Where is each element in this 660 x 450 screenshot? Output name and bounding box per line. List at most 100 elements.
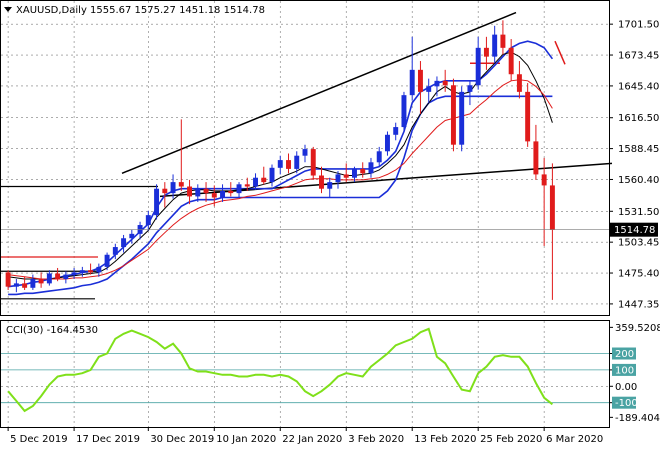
candle	[319, 166, 324, 194]
candle	[162, 182, 168, 208]
candle-body	[294, 155, 300, 169]
current-price-label: 1514.78	[614, 225, 655, 236]
candle	[352, 166, 357, 183]
cci-tick-label: 200	[615, 349, 634, 360]
candle	[71, 267, 77, 279]
price-tick-label: 1447.35	[618, 299, 659, 310]
candlesticks	[5, 20, 555, 300]
candle	[112, 243, 118, 260]
price-tick-label: 1701.50	[618, 20, 659, 31]
candle-body	[286, 160, 291, 169]
cci-level-box	[612, 396, 636, 409]
candle-body	[327, 182, 333, 189]
candle-body	[88, 270, 94, 273]
candle-body	[46, 273, 52, 284]
candle	[492, 25, 498, 64]
time-tick-label: 10 Jan 2020	[216, 434, 276, 445]
cci-title: CCI(30) -164.4530	[6, 325, 98, 336]
candle-body	[187, 186, 193, 197]
candle-body	[343, 174, 349, 178]
candle	[294, 151, 300, 174]
candle-body	[541, 174, 547, 186]
candle-body	[417, 69, 423, 92]
candle	[393, 122, 399, 141]
cci-tick-label: 100	[615, 365, 634, 376]
candle-body	[508, 47, 514, 75]
symbol-label: XAUUSD,Daily	[16, 5, 87, 16]
candle-body	[121, 238, 127, 248]
candle	[211, 185, 217, 207]
candle	[154, 184, 160, 220]
candle-body	[253, 177, 258, 187]
candle	[417, 61, 423, 114]
candle	[261, 166, 267, 185]
candle-body	[79, 270, 85, 273]
candle	[467, 80, 473, 106]
candle-body	[13, 283, 19, 287]
candle	[178, 119, 184, 191]
dropdown-triangle-icon[interactable]	[4, 7, 12, 12]
cci-tick-label: 359.5208	[615, 323, 660, 334]
candle-body	[55, 273, 61, 279]
candle-body	[277, 160, 283, 168]
candle-body	[409, 69, 415, 96]
candle-body	[492, 34, 498, 57]
candle	[549, 163, 555, 300]
candle	[525, 83, 531, 147]
candle-body	[162, 188, 168, 194]
candle-body	[112, 247, 118, 255]
candle-body	[154, 188, 160, 216]
time-tick-label: 17 Dec 2019	[76, 434, 140, 445]
candle	[30, 274, 36, 290]
candle-body	[203, 188, 209, 194]
candle	[409, 36, 415, 101]
candle-body	[393, 127, 399, 135]
candle	[335, 171, 341, 189]
candle	[187, 179, 193, 205]
candle	[384, 131, 390, 156]
candle-body	[220, 190, 226, 198]
candle-body	[549, 185, 555, 230]
candle	[203, 182, 209, 202]
candle-body	[244, 184, 250, 187]
upper-trendline	[121, 11, 517, 175]
candle-body	[525, 91, 531, 142]
resistance-line	[554, 40, 566, 65]
candle	[244, 177, 250, 191]
current-price-box: 1514.78	[1, 222, 658, 237]
cci-tick-label: -189.4041	[615, 413, 660, 424]
candle	[5, 270, 11, 290]
candle-body	[335, 174, 341, 183]
candle-body	[22, 283, 28, 288]
candle	[13, 278, 19, 293]
candle	[55, 267, 61, 282]
candle	[541, 157, 547, 246]
ohlc-readout: 1555.67 1575.27 1451.18 1514.78	[90, 5, 265, 16]
candle-body	[38, 278, 44, 284]
candle	[277, 155, 283, 175]
candle	[500, 20, 506, 55]
candle	[533, 124, 539, 180]
current-price-box-bg	[610, 222, 658, 237]
candle	[46, 270, 52, 286]
cci-level-lines	[1, 353, 609, 404]
price-tick-label: 1616.50	[618, 113, 659, 124]
candle	[360, 162, 366, 178]
candle	[269, 164, 275, 187]
candle-body	[236, 184, 242, 194]
candle-body	[500, 34, 506, 48]
candle	[401, 91, 407, 132]
candle-body	[450, 85, 456, 145]
candle-body	[5, 272, 11, 287]
price-tick-label: 1645.40	[618, 81, 659, 92]
candle-body	[104, 254, 110, 267]
candle-body	[211, 193, 217, 198]
candle	[104, 252, 110, 271]
time-tick-label: 22 Jan 2020	[282, 434, 342, 445]
candle	[442, 69, 448, 92]
candle-body	[434, 80, 440, 87]
price-tick-label: 1588.45	[618, 144, 659, 155]
cci-tick-label: -100	[615, 398, 638, 409]
candle	[228, 182, 234, 197]
candle-body	[195, 188, 201, 197]
